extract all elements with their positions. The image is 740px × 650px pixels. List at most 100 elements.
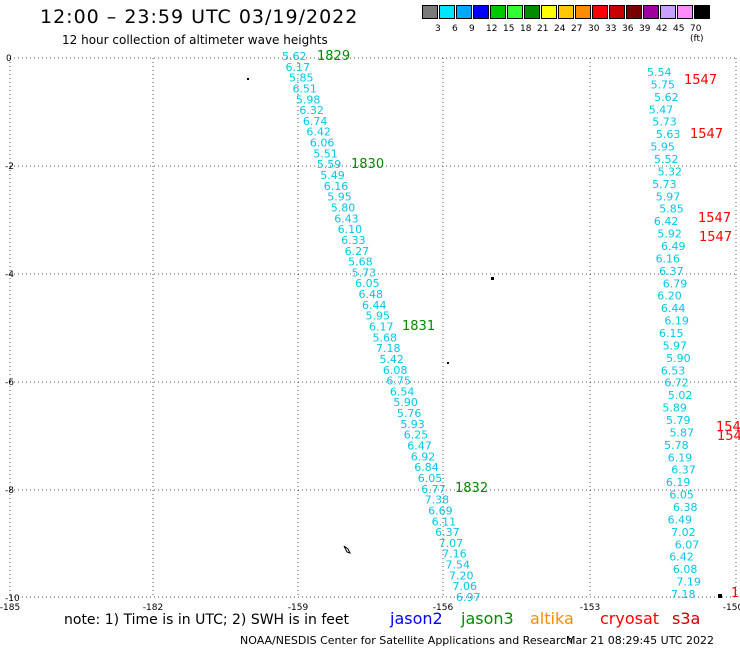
swh-reading: 5.52	[654, 153, 679, 166]
x-tick-label: -150	[723, 603, 740, 613]
scale-label: 27	[571, 24, 583, 34]
swh-reading: 6.15	[659, 327, 684, 340]
y-tick-label: -8	[5, 486, 14, 496]
swh-reading: 5.68	[348, 256, 373, 269]
scale-swatch	[677, 5, 693, 19]
swh-reading: 5.98	[296, 93, 321, 106]
scale-swatch	[558, 5, 574, 19]
swh-reading: 6.37	[659, 265, 684, 278]
swh-reading: 5.90	[393, 396, 418, 409]
pass-time-label: 1829	[317, 49, 350, 64]
swh-reading: 6.08	[673, 563, 698, 576]
swh-reading: 6.42	[669, 551, 694, 564]
swh-reading: 7.54	[446, 559, 471, 572]
pass-time-label: 1547	[690, 127, 723, 142]
swh-reading: 7.06	[453, 580, 478, 593]
swh-reading: 6.37	[435, 526, 460, 539]
swh-reading: 5.75	[651, 78, 676, 91]
swh-reading: 6.07	[675, 538, 700, 551]
swh-reading: 6.27	[345, 245, 370, 258]
swh-reading: 5.54	[647, 66, 672, 79]
pass-time-label: 1832	[455, 481, 488, 496]
pass-time-label: 1830	[351, 157, 384, 172]
swh-reading: 6.72	[664, 377, 689, 390]
pass-time-label: 154	[717, 429, 740, 444]
swh-reading: 6.19	[666, 476, 691, 489]
swh-reading: 6.11	[432, 515, 457, 528]
generation-timestamp: Mar 21 08:29:45 UTC 2022	[566, 634, 714, 647]
x-tick-label: -185	[0, 603, 20, 613]
scale-label: 3	[435, 24, 441, 34]
swh-reading: 5.95	[327, 191, 352, 204]
island-mark	[343, 545, 351, 554]
swh-reading: 7.02	[671, 526, 696, 539]
scale-swatch	[439, 5, 455, 19]
map-title: 12:00 – 23:59 UTC 03/19/2022	[40, 6, 359, 28]
island-mark	[491, 277, 494, 280]
swh-reading: 6.44	[362, 299, 387, 312]
swh-reading: 5.42	[379, 353, 404, 366]
x-tick-label: -153	[580, 603, 600, 613]
credit-line: NOAA/NESDIS Center for Satellite Applica…	[240, 634, 574, 647]
swh-reading: 6.17	[285, 61, 310, 74]
pass-time-label: 1547	[698, 211, 731, 226]
x-tick-label: -159	[288, 603, 309, 613]
swh-reading: 6.74	[303, 115, 328, 128]
pass-time-label: 1547	[684, 73, 717, 88]
scale-label: 24	[554, 24, 566, 34]
swh-reading: 6.54	[390, 385, 415, 398]
swh-reading: 6.92	[411, 450, 436, 463]
swh-reading: 5.47	[649, 103, 674, 116]
scale-swatch	[609, 5, 625, 19]
swh-reading: 7.18	[376, 342, 401, 355]
swh-reading: 7.20	[449, 569, 474, 582]
scale-label: 30	[588, 24, 600, 34]
scale-label: 15	[503, 24, 515, 34]
swh-reading: 6.17	[369, 321, 394, 334]
legend-cryosat: cryosat	[600, 609, 660, 628]
scale-swatch	[694, 5, 710, 19]
swh-reading: 6.38	[673, 501, 698, 514]
y-tick-label: -6	[5, 378, 14, 388]
swh-reading: 6.44	[661, 302, 686, 315]
swh-reading: 5.97	[656, 190, 681, 203]
scale-swatch	[456, 5, 472, 19]
scale-swatch	[422, 5, 438, 19]
swh-reading: 6.32	[299, 104, 324, 117]
swh-reading: 6.79	[663, 277, 688, 290]
island-mark	[447, 362, 449, 364]
scale-label: 9	[469, 24, 475, 34]
scale-swatch	[575, 5, 591, 19]
swh-reading: 7.07	[439, 537, 464, 550]
swh-reading: 6.20	[657, 290, 682, 303]
scale-swatch	[592, 5, 608, 19]
scale-swatch	[643, 5, 659, 19]
swh-reading: 6.05	[418, 472, 443, 485]
swh-reading: 5.63	[656, 128, 681, 141]
swh-reading: 6.51	[292, 82, 317, 95]
scale-swatch	[473, 5, 489, 19]
swh-reading: 6.42	[306, 126, 331, 139]
swh-reading: 5.49	[320, 169, 345, 182]
swh-reading: 5.89	[662, 402, 687, 415]
pass-time-label: 1	[731, 586, 739, 601]
swh-reading: 5.92	[657, 228, 682, 241]
swh-reading: 6.48	[359, 288, 384, 301]
swh-reading: 5.62	[654, 91, 679, 104]
swh-reading: 6.25	[404, 429, 429, 442]
swh-reading: 6.42	[654, 215, 679, 228]
swh-reading: 7.19	[676, 576, 701, 589]
swh-reading: 6.49	[661, 240, 686, 253]
scale-label: 42	[656, 24, 668, 34]
scale-label: 36	[622, 24, 634, 34]
swh-reading: 7.16	[442, 548, 467, 561]
y-tick-label: 0	[6, 54, 12, 64]
swh-reading: 5.78	[664, 439, 689, 452]
swh-reading: 6.75	[386, 375, 411, 388]
y-tick-label: -2	[5, 162, 14, 172]
scale-swatch	[490, 5, 506, 19]
swh-reading: 5.90	[666, 352, 691, 365]
swh-reading: 6.43	[334, 212, 359, 225]
swh-reading: 5.32	[658, 165, 683, 178]
swh-reading: 5.51	[313, 147, 338, 160]
